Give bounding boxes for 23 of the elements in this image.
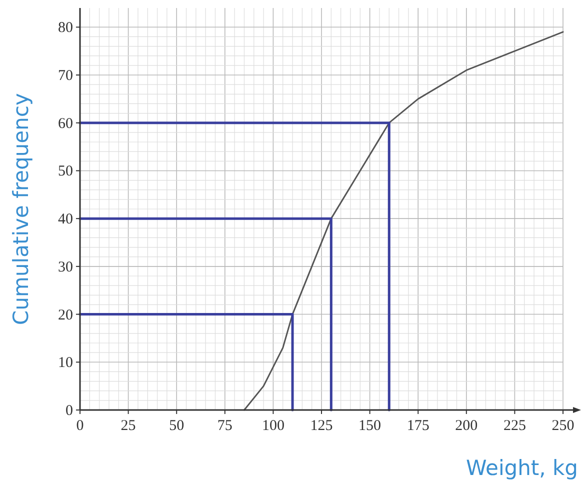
x-tick-label: 250 [552,418,574,434]
x-tick-label: 75 [217,418,232,434]
y-tick-label: 80 [58,20,73,36]
y-axis-title: Cumulative frequency [9,93,33,325]
y-tick-label: 20 [58,307,73,324]
x-tick-label: 125 [310,418,333,434]
x-tick-label: 150 [358,418,382,434]
y-tick-label: 70 [58,68,73,84]
y-tick-label: 50 [58,164,73,180]
x-tick-label: 25 [120,418,136,434]
x-tick-label: 100 [262,418,284,434]
x-tick-label: 50 [169,418,184,434]
line-series [243,31,564,411]
x-tick-label: 175 [406,418,430,434]
x-tick-label: 200 [455,418,478,434]
y-tick-label: 30 [58,259,73,276]
x-tick-label: 225 [503,418,526,434]
y-tick-label: 10 [58,355,73,372]
y-tick-label: 60 [58,116,73,132]
y-tick-label: 40 [58,212,73,228]
y-tick-label: 0 [66,403,73,419]
x-tick-label: 0 [76,418,84,434]
x-axis-title: Weight, kg [466,456,578,480]
